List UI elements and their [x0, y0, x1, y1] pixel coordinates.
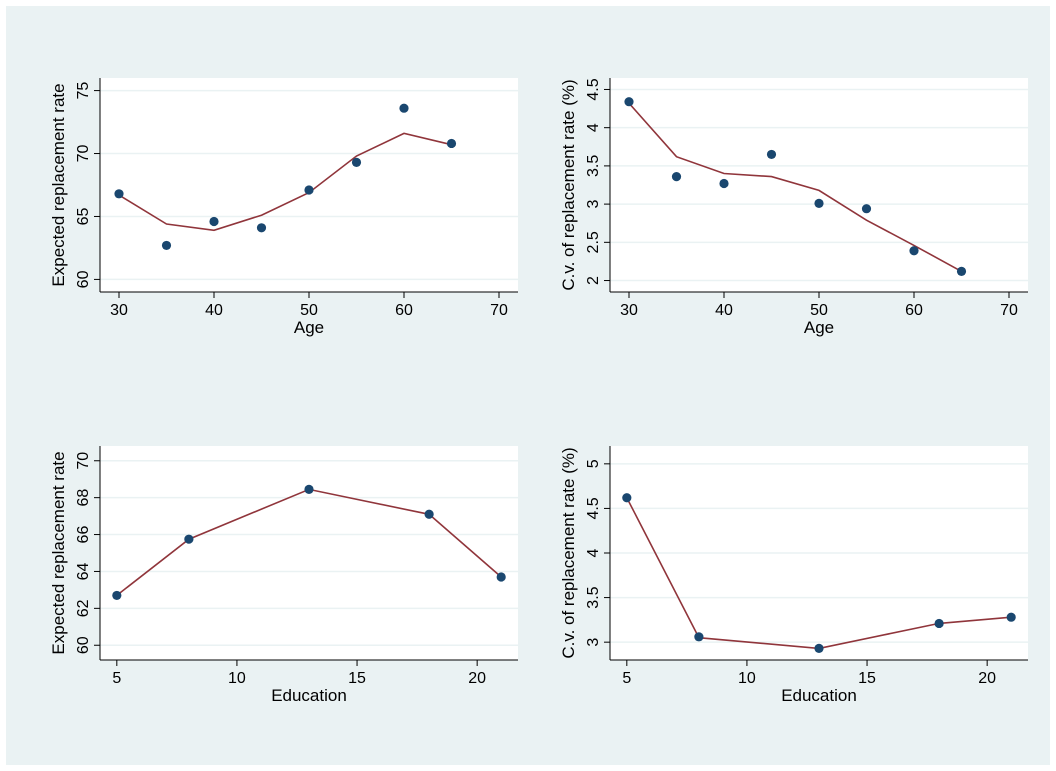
data-point — [694, 632, 704, 642]
y-tick-label: 4.5 — [585, 497, 602, 519]
x-tick-label: 70 — [1000, 302, 1018, 319]
y-tick-label: 70 — [75, 452, 92, 470]
data-point — [351, 157, 362, 167]
data-point — [184, 534, 194, 544]
data-point — [934, 618, 944, 629]
y-tick-label: 4.5 — [585, 78, 602, 100]
plot-area — [100, 78, 518, 292]
x-tick-label: 20 — [468, 670, 486, 687]
y-tick-label: 66 — [75, 526, 92, 544]
data-point — [719, 178, 729, 189]
y-tick-label: 62 — [75, 599, 92, 617]
data-point — [671, 171, 682, 182]
x-tick-label: 40 — [205, 302, 223, 319]
x-tick-label: 60 — [395, 302, 413, 319]
y-axis-title: C.v. of replacement rate (%) — [559, 447, 578, 658]
x-axis-title: Education — [271, 686, 347, 705]
data-point — [399, 103, 409, 113]
chart-figure: 30 40 50 60 70 60 65 70 75 Age Expected replacemen… — [6, 6, 1050, 765]
y-tick-label: 70 — [75, 145, 92, 163]
data-point — [1006, 612, 1016, 622]
x-tick-label: 70 — [490, 302, 508, 319]
x-tick-label: 5 — [622, 670, 631, 687]
fit-line — [118, 132, 452, 232]
x-tick-label: 40 — [715, 302, 733, 319]
chart-canvas: 30 40 50 60 70 60 65 70 75 Age Expected replacemen… — [49, 78, 1028, 705]
x-tick-label: 50 — [810, 302, 828, 319]
data-point — [766, 149, 777, 160]
x-tick-label: 15 — [858, 670, 876, 687]
chart-panel-3: 5 10 15 20 60 62 64 66 68 70 Education Expected rep… — [49, 446, 518, 705]
x-axis-title: Age — [294, 318, 324, 337]
y-axis-title: Expected replacement rate — [49, 451, 68, 654]
data-point — [814, 643, 824, 654]
y-tick-label: 2 — [585, 276, 602, 285]
y-tick-label: 3 — [585, 638, 602, 647]
y-tick-label: 3.5 — [585, 155, 602, 177]
fit-line — [628, 102, 962, 273]
y-tick-label: 4 — [585, 123, 602, 132]
y-tick-label: 64 — [75, 562, 92, 580]
data-point — [161, 240, 172, 251]
chart-panel-4: 5 10 15 20 3 3.5 4 4.5 5 Education C.v. of replace… — [559, 446, 1028, 705]
x-axis-title: Education — [781, 686, 857, 705]
x-tick-label: 10 — [738, 670, 756, 687]
data-point — [209, 216, 219, 227]
data-point — [814, 198, 824, 208]
y-tick-label: 75 — [75, 82, 92, 100]
x-tick-label: 60 — [905, 302, 923, 319]
y-tick-label: 2.5 — [585, 231, 602, 253]
data-point — [909, 246, 919, 256]
plot-area — [100, 446, 518, 660]
data-point — [446, 138, 457, 149]
data-point — [112, 590, 122, 601]
y-axis-title: C.v. of replacement rate (%) — [559, 79, 578, 290]
data-point — [114, 189, 124, 199]
y-tick-label: 3 — [585, 200, 602, 209]
plot-area — [610, 78, 1028, 292]
chart-panel-1: 30 40 50 60 70 60 65 70 75 Age Expected replacemen… — [49, 78, 518, 337]
x-axis-title: Age — [804, 318, 834, 337]
y-tick-label: 60 — [75, 636, 92, 654]
data-point — [304, 484, 314, 494]
data-point — [624, 97, 634, 107]
data-point — [622, 493, 632, 503]
x-tick-label: 20 — [978, 670, 996, 687]
x-tick-label: 10 — [228, 670, 246, 687]
x-tick-label: 30 — [620, 302, 638, 319]
data-point — [424, 509, 434, 519]
x-tick-label: 50 — [300, 302, 318, 319]
y-tick-label: 60 — [75, 270, 92, 288]
data-point — [861, 204, 872, 214]
y-tick-label: 4 — [585, 548, 602, 557]
y-tick-label: 5 — [585, 459, 602, 468]
data-point — [956, 266, 967, 276]
data-point — [256, 223, 267, 233]
x-tick-label: 15 — [348, 670, 366, 687]
y-tick-label: 68 — [75, 489, 92, 507]
x-tick-label: 5 — [112, 670, 121, 687]
data-point — [304, 185, 314, 195]
y-tick-label: 3.5 — [585, 586, 602, 608]
x-tick-label: 30 — [110, 302, 128, 319]
chart-panel-2: 30 40 50 60 70 2 2.5 3 3.5 4 4.5 Age C.v. of replace… — [559, 78, 1028, 337]
y-axis-title: Expected replacement rate — [49, 83, 68, 286]
data-point — [496, 572, 506, 582]
y-tick-label: 65 — [75, 207, 92, 225]
